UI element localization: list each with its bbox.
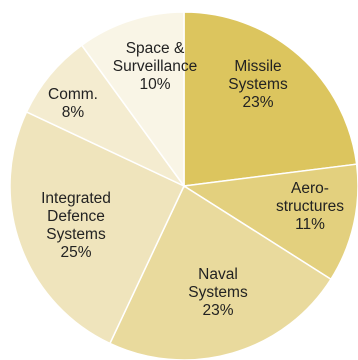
label-integrated-defence-systems-line: Defence: [47, 208, 105, 225]
slice-aerostructures: [181, 163, 358, 281]
slice-naval-systems: [108, 184, 332, 360]
label-aerostructures: Aero-structures 11%: [276, 180, 344, 233]
label-missile-systems-line: 23%: [242, 94, 273, 111]
label-missile-systems-line: Missile: [234, 58, 281, 75]
label-integrated-defence-systems-line: Systems: [46, 226, 106, 243]
label-naval-systems-line: Systems: [188, 284, 248, 301]
label-naval-systems: Naval Systems 23%: [188, 266, 248, 319]
label-space-surveillance-line: Space &: [126, 40, 185, 57]
label-integrated-defence-systems-line: Integrated: [41, 190, 111, 207]
label-aerostructures-line: 11%: [295, 216, 325, 233]
label-comm-line: Comm.: [48, 86, 98, 103]
label-naval-systems-line: 23%: [202, 302, 233, 319]
pie-slices: [9, 11, 358, 360]
slice-missile-systems: [183, 11, 358, 187]
label-space-surveillance: Space & Surveillance 10%: [113, 40, 197, 93]
slice-integrated-defence-systems: [9, 110, 185, 345]
label-integrated-defence-systems-line: 25%: [60, 244, 91, 261]
slice-space-surveillance: [80, 11, 185, 189]
label-missile-systems: Missile Systems 23%: [228, 58, 288, 111]
label-comm-line: 8%: [62, 104, 85, 121]
label-space-surveillance-line: Surveillance: [113, 58, 197, 75]
label-aerostructures-line: structures: [276, 198, 344, 215]
label-integrated-defence-systems: Integrated Defence Systems 25%: [41, 190, 111, 261]
label-space-surveillance-line: 10%: [139, 76, 170, 93]
label-aerostructures-line: Aero-: [291, 180, 329, 197]
pie-labels: Missile Systems 23%Aero-structures 11%Naval…: [41, 40, 344, 319]
label-comm: Comm. 8%: [48, 86, 98, 121]
label-missile-systems-line: Systems: [228, 76, 288, 93]
label-naval-systems-line: Naval: [198, 266, 238, 283]
